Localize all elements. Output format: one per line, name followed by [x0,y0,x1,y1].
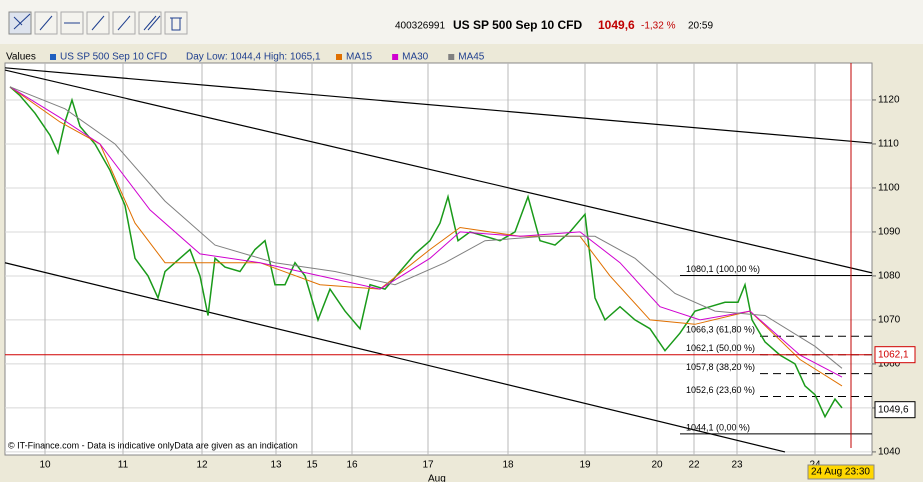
y-tick-label: 1090 [878,227,901,238]
fib-label: 1062,1 (50,00 %) [686,343,755,353]
fib-label: 1057,8 (38,20 %) [686,362,755,372]
x-axis-label: Aug [428,474,446,482]
fib-label: 1080,1 (100,00 %) [686,264,760,274]
x-tick-label: 17 [422,460,434,471]
x-tick-label: 13 [270,460,282,471]
legend-values: Values [6,52,36,63]
x-tick-label: 18 [502,460,514,471]
legend-swatch [392,54,399,60]
x-tick-label: 15 [306,460,318,471]
delete-button[interactable] [164,11,188,35]
tool-buttons [8,11,188,35]
plot [4,63,873,455]
legend-swatch [336,54,342,60]
price-box [874,346,916,364]
instrument-name: US SP 500 Sep 10 CFD [453,18,583,32]
instrument-id: 400326991 [395,21,445,32]
day-range: Day Low: 1044,4 High: 1065,1 [186,52,321,63]
fib-label: 1052,6 (23,60 %) [686,385,755,395]
x-tick-label: 11 [118,460,129,471]
tool-icons [13,13,182,31]
fib-label: 1044,1 (0,00 %) [686,422,750,432]
x-tick-label: 12 [196,460,208,471]
y-tick-label: 1080 [878,271,901,282]
y-tick-label: 1070 [878,315,901,326]
plot-area [4,62,873,456]
x-tick-label: 16 [346,460,358,471]
x-tick-label: 22 [688,460,700,471]
x-tick-label: 10 [39,460,51,471]
trendline [4,69,873,274]
fib-label: 1066,3 (61,80 %) [686,325,755,335]
y-tick-label: 1060 [878,359,901,370]
trendline [4,262,786,453]
legend-label: MA45 [458,52,485,63]
y-tick-label: 1120 [878,95,900,106]
price-label: 1049,6 [878,404,909,415]
price-change: -1,32 % [641,21,676,32]
trendline [4,67,873,144]
y-tick-label: 1110 [878,139,899,150]
series-line [9,86,843,369]
footer: © IT-Finance.com - Data is indicative on… [8,440,298,450]
legend-label: MA15 [346,52,373,63]
cursor-box [807,464,875,480]
y-tick-label: 1040 [878,447,901,458]
series-line [9,86,843,387]
time: 20:59 [688,21,713,32]
x-tick-label: 23 [731,460,743,471]
legend-swatch [448,54,455,60]
x-tick-label: 19 [579,460,591,471]
legend-swatch [50,54,56,60]
price-box [874,401,916,419]
x-tick-label: 20 [651,460,663,471]
legend-label: US SP 500 Sep 10 CFD [60,52,167,63]
legend-label: MA30 [402,52,429,63]
cursor-label: 24 Aug 23:30 [811,467,870,478]
series-line [9,86,843,378]
series-line [9,86,843,419]
y-tick-label: 1100 [878,183,900,194]
price-label: 1062,1 [878,349,909,360]
last-price: 1049,6 [598,18,635,32]
